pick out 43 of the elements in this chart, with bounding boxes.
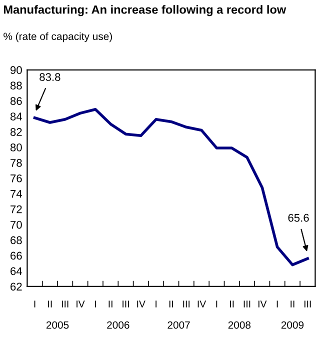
y-tick-label: 78 (10, 158, 22, 167)
annotation: 65.6 (288, 214, 309, 222)
x-tick-label: III (183, 300, 190, 308)
y-tick-label: 76 (10, 174, 22, 182)
y-tick-label: 70 (10, 220, 22, 229)
y-tick-label: 84 (10, 112, 22, 120)
y-tick-label: 66 (10, 252, 22, 260)
x-tick-label: IV (198, 300, 206, 308)
annotation: 83.8 (40, 73, 60, 82)
x-tick-label: III (62, 300, 68, 308)
chart-title: Manufacturing: An increase following a record low (4, 5, 286, 16)
text: 2009 (281, 321, 304, 329)
y-tick-label: 68 (10, 236, 22, 244)
x-tick-label: II (108, 300, 112, 308)
y-tick-label: 72 (10, 205, 22, 214)
text: 2007 (168, 321, 190, 329)
x-tick-label: II (48, 300, 52, 308)
x-tick-label: III (304, 300, 311, 308)
y-tick-label: 80 (10, 144, 22, 152)
x-tick-label: II (290, 300, 294, 308)
text: 2006 (107, 321, 130, 329)
y-tick-label: 86 (10, 97, 22, 105)
y-tick-label: 82 (10, 128, 22, 136)
y-tick-label: 62 (10, 282, 22, 291)
text: 2008 (228, 321, 251, 329)
x-tick-label: IV (137, 300, 146, 308)
y-axis-title: % (rate of capacity use) (4, 32, 112, 42)
x-tick-label: IV (258, 300, 267, 308)
x-tick-label: II (230, 300, 234, 308)
x-tick-label: II (169, 300, 174, 308)
x-tick-label: III (122, 300, 129, 308)
y-tick-label: 88 (10, 82, 22, 90)
x-tick-label: I (216, 300, 218, 308)
x-tick-label: I (94, 300, 96, 308)
line-series (33, 108, 310, 266)
x-tick-label: I (34, 300, 36, 308)
x-tick-label: I (276, 300, 278, 308)
text: 2005 (46, 321, 69, 329)
y-tick-label: 90 (10, 66, 22, 74)
y-tick-label: 74 (10, 190, 22, 198)
y-tick-label: 64 (10, 267, 22, 276)
x-tick-label: III (244, 300, 250, 308)
x-tick-label: IV (76, 300, 85, 308)
